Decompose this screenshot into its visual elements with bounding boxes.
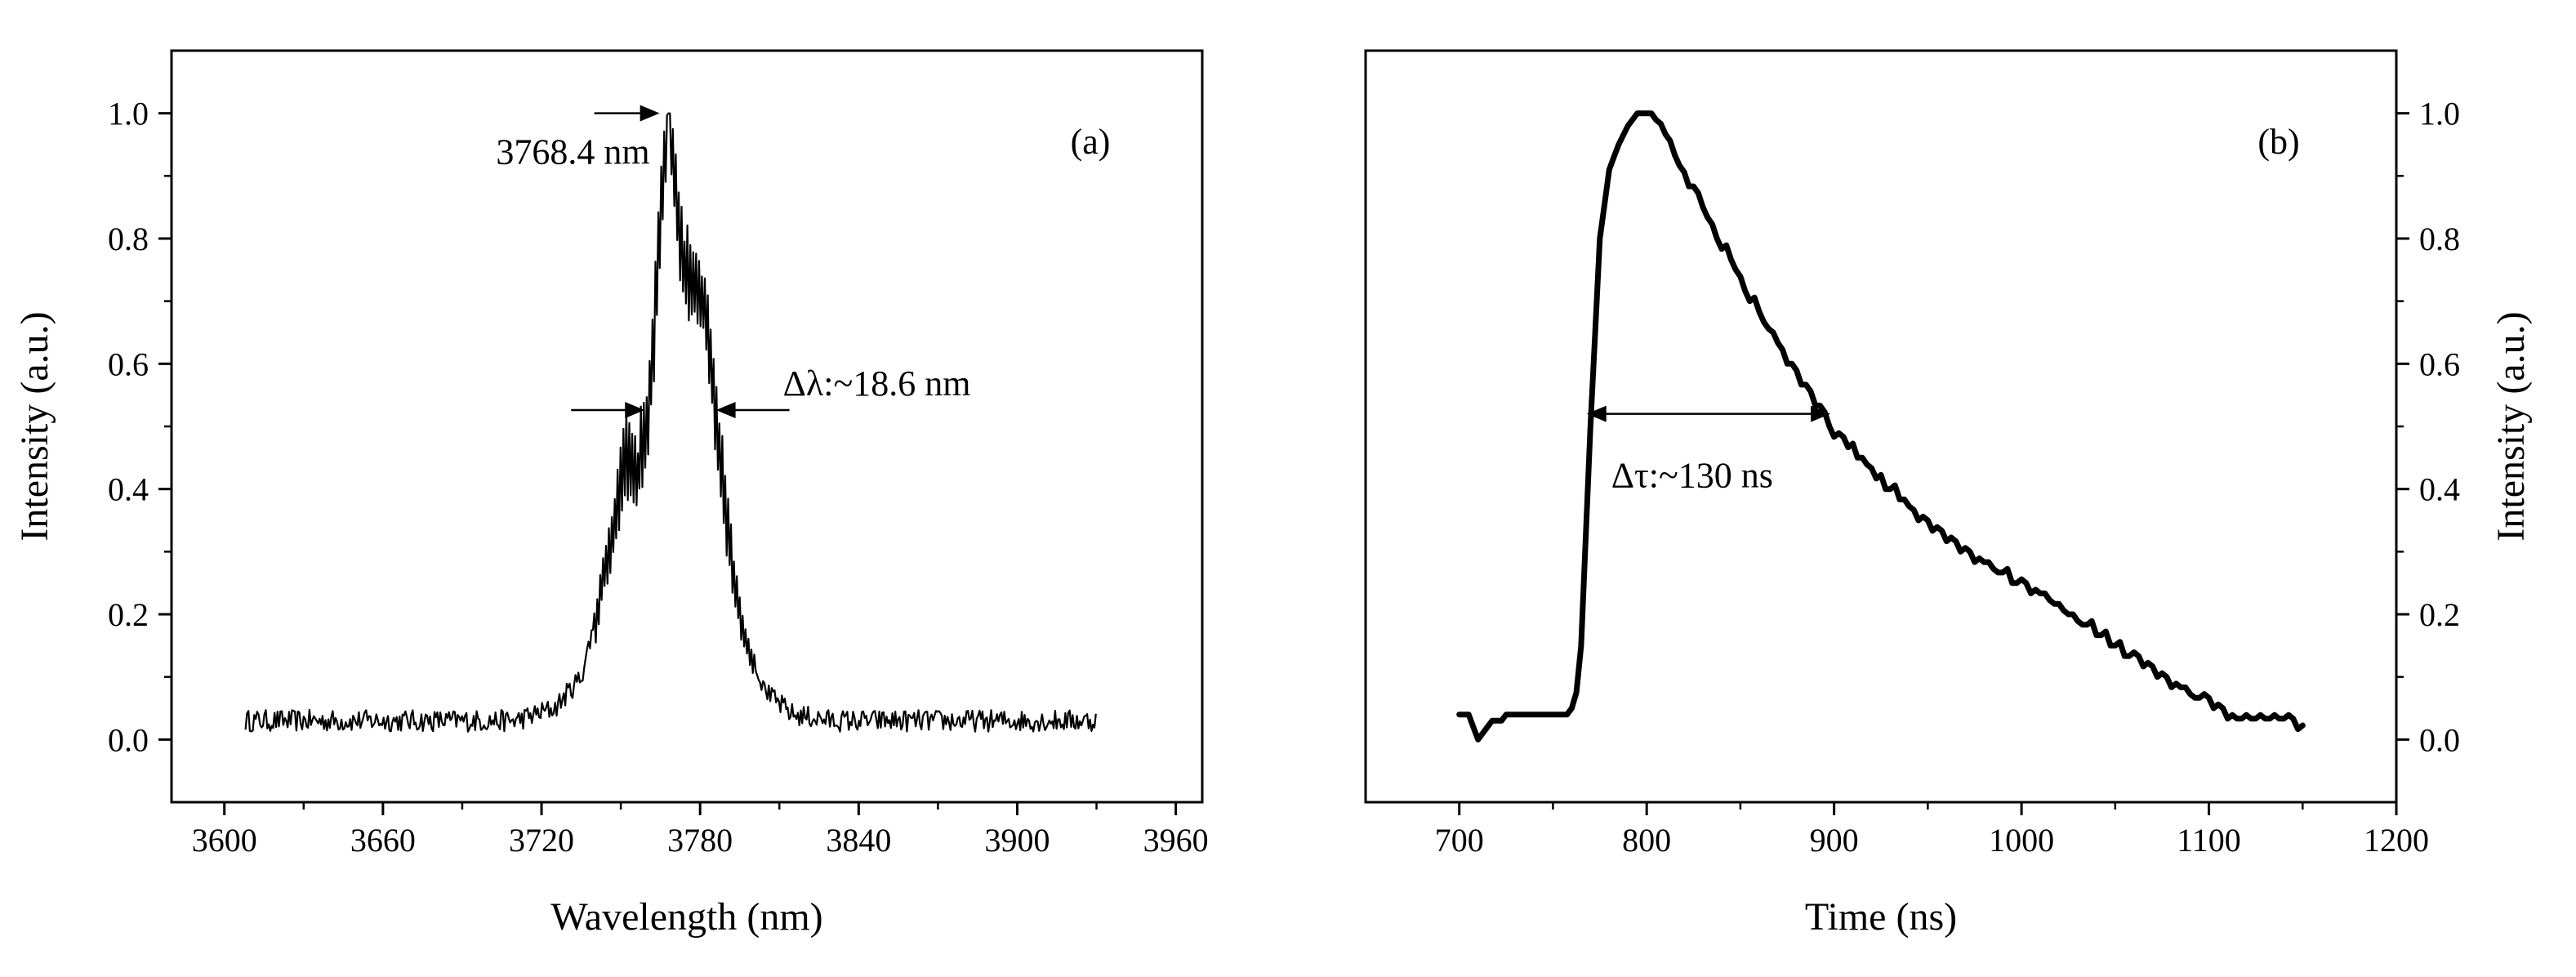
- b-y-tick-label: 0.6: [2419, 346, 2460, 382]
- chart-a-series-spectrum: [244, 112, 1097, 733]
- chart-a-peak-label: 3768.4 nm: [496, 132, 649, 172]
- chart-b-frame: [1364, 49, 2398, 804]
- b-y-tick-label: 0.2: [2419, 596, 2460, 633]
- a-x-tick-label: 3720: [509, 822, 574, 859]
- chart-b-ylabel: Intensity (a.u.): [2489, 311, 2533, 541]
- a-x-tick-label: 3960: [1143, 822, 1209, 859]
- chart-a-frame: [170, 49, 1204, 804]
- b-x-tick-label: 900: [1810, 822, 1859, 859]
- chart-b-xlabel: Time (ns): [1805, 895, 1957, 939]
- chart-b-fwhm-label: Δτ:~130 ns: [1611, 456, 1773, 496]
- a-x-tick-label: 3780: [667, 822, 733, 859]
- a-x-tick-label: 3900: [984, 822, 1050, 859]
- chart-b: 700 800 900 1000 1100 1200 0.0 0.2 0.4 0.6 0.8 1.0…: [1364, 49, 2533, 939]
- chart-b-ticks: [1458, 112, 2409, 815]
- b-y-tick-label: 0.8: [2419, 221, 2460, 257]
- chart-b-fwhm-right-arrowhead: [1811, 405, 1831, 422]
- chart-a-x-tick-labels: 3600 3660 3720 3780 3840 3900 3960: [192, 822, 1209, 859]
- a-y-tick-label: 0.0: [108, 721, 149, 758]
- chart-a-fwhm-right-arrowhead: [715, 402, 736, 418]
- chart-b-fwhm-left-arrowhead: [1586, 405, 1607, 422]
- a-x-tick-label: 3660: [350, 822, 416, 859]
- chart-a-panel-label: (a): [1071, 122, 1111, 162]
- b-x-tick-label: 800: [1622, 822, 1671, 859]
- b-y-tick-label: 0.0: [2419, 721, 2460, 758]
- chart-a-ylabel: Intensity (a.u.): [13, 311, 56, 541]
- a-y-tick-label: 0.4: [108, 471, 149, 508]
- a-y-tick-label: 1.0: [108, 96, 149, 132]
- chart-a-fwhm-left-arrowhead: [625, 402, 645, 418]
- chart-b-y-tick-labels: 0.0 0.2 0.4 0.6 0.8 1.0: [2419, 96, 2460, 759]
- chart-b-panel-label: (b): [2257, 122, 2299, 162]
- a-x-tick-label: 3840: [826, 822, 891, 859]
- b-y-tick-label: 0.4: [2419, 471, 2460, 508]
- b-x-tick-label: 1000: [1989, 822, 2054, 859]
- chart-a-fwhm-label: Δλ:~18.6 nm: [783, 364, 971, 404]
- chart-a-ticks: [158, 112, 1178, 815]
- chart-a: 3600 3660 3720 3780 3840 3900 3960 0.00.20.40.…: [13, 49, 1209, 939]
- b-x-tick-label: 700: [1435, 822, 1484, 859]
- chart-b-series-pulse: [1456, 110, 2306, 743]
- chart-b-x-tick-labels: 700 800 900 1000 1100 1200: [1435, 822, 2429, 859]
- chart-a-peak-arrowhead: [640, 105, 660, 122]
- b-x-tick-label: 1200: [2364, 822, 2429, 859]
- chart-a-xlabel: Wavelength (nm): [550, 895, 822, 939]
- a-y-tick-label: 0.8: [108, 221, 149, 257]
- chart-a-y-tick-labels: 0.0 0.2 0.4 0.6 0.8 1.0: [108, 96, 149, 759]
- a-y-tick-label: 0.2: [108, 596, 149, 633]
- b-y-tick-label: 1.0: [2419, 96, 2460, 132]
- a-x-tick-label: 3600: [192, 822, 257, 859]
- b-x-tick-label: 1100: [2177, 822, 2241, 859]
- a-y-tick-label: 0.6: [108, 346, 149, 382]
